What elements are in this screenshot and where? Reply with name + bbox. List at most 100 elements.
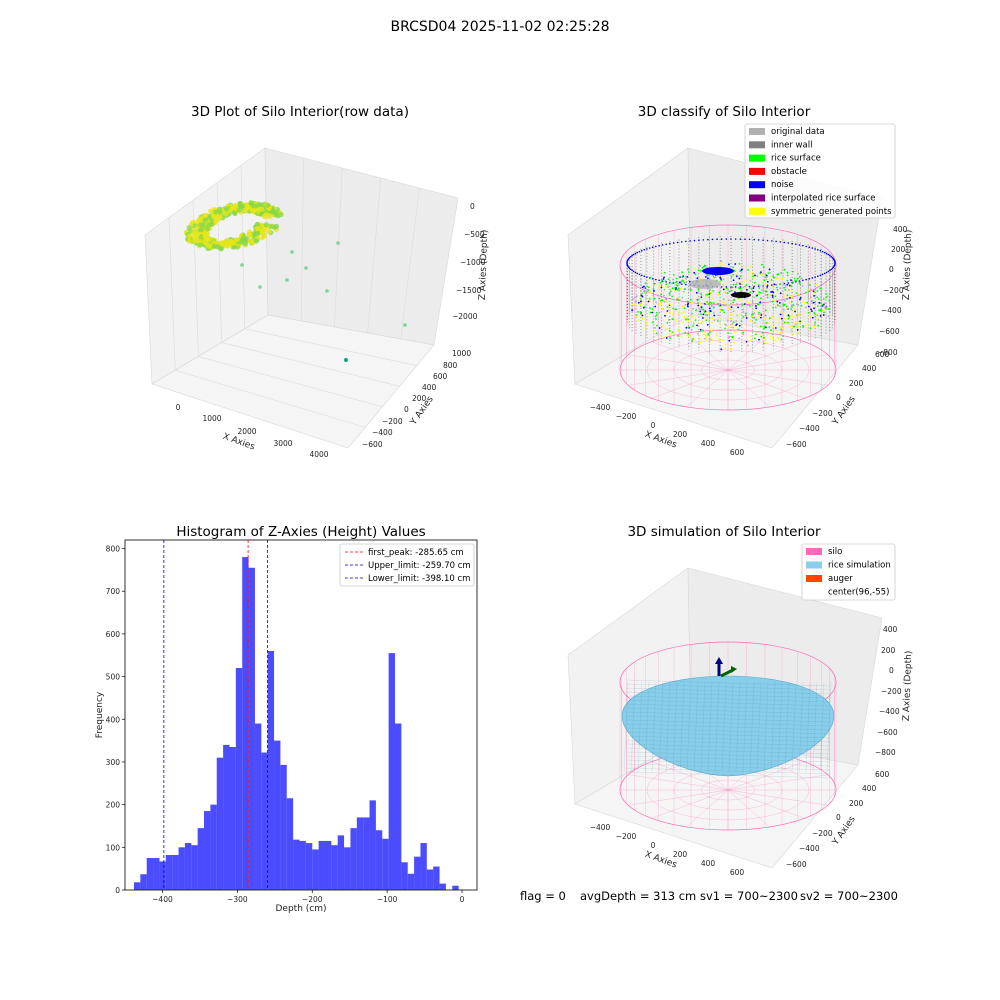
classify-point [676,298,678,301]
classify-point [640,296,642,299]
classify-point [661,307,664,310]
classify-point [648,299,650,301]
raw-z-tick: 0 [470,202,475,211]
noise-point [823,272,826,275]
classify-point [682,321,685,324]
histogram-bar [407,873,415,890]
classify-point [726,292,729,295]
noise-point [830,255,833,258]
classify-point [783,286,786,289]
classify-point [699,308,702,311]
classify-point [817,324,820,327]
classify-point [730,319,733,322]
classify-point [662,326,665,328]
classify-point [735,283,737,286]
classify-point [791,324,794,327]
classify-point [727,337,730,339]
classify-point [700,296,703,299]
classify-point [684,332,687,334]
noise-point [651,277,654,280]
classify-point [770,279,773,281]
classify-point [659,281,662,284]
raw-surface-point [249,207,255,213]
classify-point [672,273,675,276]
classify-point [712,327,715,330]
raw-y-tick: 1000 [452,349,471,358]
classify-point [691,312,693,315]
simulation-z-tick: 0 [889,666,894,675]
noise-point [739,286,742,288]
classify-point [774,306,777,309]
classify-point [669,290,672,293]
classify-point [798,321,801,324]
raw-scatter-point [285,278,289,282]
classify-point [732,273,735,276]
noise-point [821,250,824,253]
classify-point [695,291,698,294]
simulation-x-tick: 600 [730,868,745,877]
raw-surface-point [217,209,223,215]
classify-point [771,300,774,303]
classify-point [780,328,783,331]
classify-point [685,326,688,329]
classify-point [757,303,760,306]
classify-point [712,275,715,277]
obstacle-cluster [731,292,751,298]
classify-point [707,277,709,280]
classify-point [808,328,811,331]
classify-point [740,269,743,272]
noise-point [629,255,632,258]
classify-point [762,266,765,268]
classify-point [716,274,719,277]
classify-point [807,305,810,308]
classify-point [809,327,812,330]
classify-legend-swatch [749,167,765,175]
noise-point [707,238,709,241]
classify-plot: 3D classify of Silo Interior original da… [567,104,914,457]
classify-point [812,300,815,303]
classify-point [783,321,786,324]
classify-point [727,308,730,310]
classify-point [818,301,821,304]
classify-point [669,284,672,287]
simulation-z-ticks: 400 200 0 −200 −400 −600 −800 [875,625,902,757]
raw-surface-point [215,244,221,250]
classify-point [822,314,825,316]
classify-point [729,348,732,350]
noise-point [748,238,751,241]
classify-point [798,282,801,285]
classify-point [792,281,794,284]
classify-point [740,281,743,284]
noise-point [646,248,648,250]
classify-point [668,282,671,285]
classify-point [736,323,738,326]
rice-mesh-line [625,679,831,687]
classify-point [678,275,681,278]
raw-scatter-point [325,289,329,293]
classify-point [804,296,807,299]
classify-point [713,305,716,308]
classify-point [635,313,638,316]
classify-point [689,287,692,290]
classify-z-tick: 200 [891,245,906,254]
raw-y-tick: 800 [443,361,458,370]
classify-point [816,314,819,316]
classify-legend-label: noise [771,180,794,190]
raw-data-plot: 3D Plot of Silo Interior(row data) 0 100… [144,104,490,459]
classify-point [771,284,774,287]
classify-point [660,279,663,282]
classify-point [771,315,773,318]
classify-point [716,334,718,337]
raw-surface-point [202,217,209,223]
classify-point [678,289,681,292]
noise-point [808,246,811,249]
classify-point [781,277,784,280]
noise-point [829,269,831,272]
classify-point [681,271,684,274]
classify-point [742,333,745,336]
classify-point [774,327,777,329]
classify-point [774,299,776,302]
classify-point [641,295,644,298]
rice-mesh-line [644,681,650,773]
classify-point [702,265,705,268]
